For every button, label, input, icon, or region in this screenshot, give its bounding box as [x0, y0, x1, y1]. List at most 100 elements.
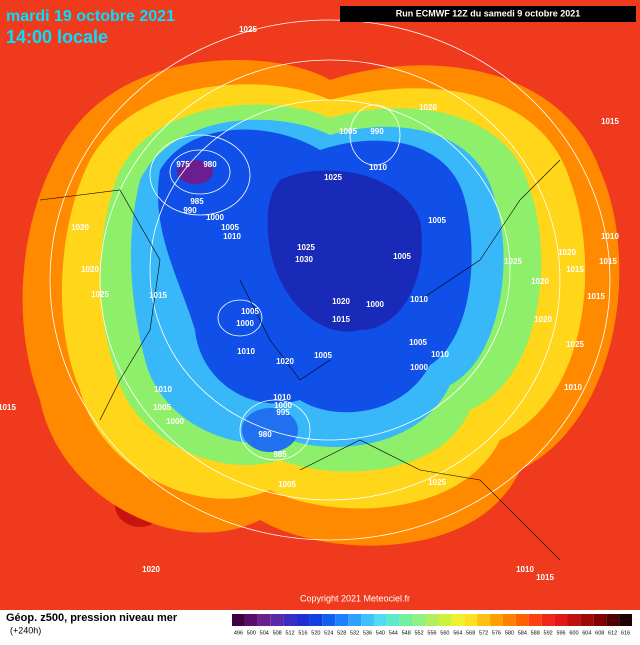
- isobar-label: 1020: [142, 565, 160, 574]
- run-box: [340, 6, 636, 22]
- legend-label: 520: [311, 630, 320, 636]
- legend-label: 600: [569, 630, 578, 636]
- legend-label: 512: [285, 630, 294, 636]
- legend-swatch: [593, 614, 607, 626]
- isobar-label: 1005: [241, 307, 259, 316]
- isobar-label: 1015: [149, 291, 167, 300]
- isobar-label: 1015: [601, 117, 619, 126]
- isobar-label: 1005: [393, 252, 411, 261]
- date-title: mardi 19 octobre 2021: [6, 8, 175, 25]
- legend-swatch: [464, 614, 478, 626]
- legend-swatch: [296, 614, 310, 626]
- legend-swatch: [502, 614, 516, 626]
- legend-swatch: [567, 614, 581, 626]
- isobar-label: 1005: [428, 216, 446, 225]
- isobar-label: 1025: [91, 290, 109, 299]
- footer-title: Géop. z500, pression niveau mer: [6, 612, 178, 624]
- legend-swatch: [412, 614, 426, 626]
- legend-label: 532: [350, 630, 359, 636]
- legend-label: 608: [595, 630, 604, 636]
- isobar-label: 1020: [276, 357, 294, 366]
- isobar-label: 1000: [410, 363, 428, 372]
- legend-label: 568: [466, 630, 475, 636]
- legend-label: 604: [582, 630, 591, 636]
- time-subtitle: 14:00 locale: [6, 27, 108, 47]
- isobar-label: 1000: [166, 417, 184, 426]
- isobar-label: 1020: [332, 297, 350, 306]
- isobar-label: 1010: [154, 385, 172, 394]
- legend-swatch: [309, 614, 323, 626]
- isobar-label: 1010: [237, 347, 255, 356]
- isobar-label: 1005: [278, 480, 296, 489]
- isobar-label: 1005: [221, 223, 239, 232]
- footer-lead: (+240h): [10, 625, 41, 635]
- legend: 496 500 504 508 512 516 520 524 528 532 536 540 544 5…: [232, 614, 632, 636]
- legend-swatch: [386, 614, 400, 626]
- isobar-label: 1010: [369, 163, 387, 172]
- isobar-label: 1025: [297, 243, 315, 252]
- legend-swatch: [490, 614, 503, 626]
- legend-swatch: [554, 614, 568, 626]
- isobar-label: 1000: [206, 213, 224, 222]
- legend-swatch: [619, 614, 632, 626]
- isobar-label: 1010: [273, 393, 291, 402]
- isobar-label: 1025: [566, 340, 584, 349]
- legend-swatch: [399, 614, 413, 626]
- legend-swatch: [361, 614, 374, 626]
- legend-swatch: [348, 614, 362, 626]
- legend-label: 508: [273, 630, 282, 636]
- legend-label: 496: [234, 630, 243, 636]
- legend-swatch: [541, 614, 555, 626]
- isobar-label: 1010: [601, 232, 619, 241]
- legend-swatch: [451, 614, 465, 626]
- isobar-label: 1000: [274, 401, 292, 410]
- legend-swatch: [606, 614, 620, 626]
- legend-swatch: [335, 614, 349, 626]
- isobar-label: 990: [183, 206, 197, 215]
- coastlines: [39, 159, 561, 561]
- isobar-label: 1025: [428, 478, 446, 487]
- isobar-label: 985: [190, 197, 204, 206]
- legend-label: 536: [363, 630, 372, 636]
- legend-label: 516: [298, 630, 307, 636]
- isobar-label: 1025: [324, 173, 342, 182]
- legend-swatch: [373, 614, 387, 626]
- legend-swatch: [515, 614, 529, 626]
- copyright: Copyright 2021 Meteociel.fr: [300, 593, 410, 603]
- legend-label: 612: [608, 630, 617, 636]
- isobar-label: 1015: [566, 265, 584, 274]
- isobar-label: 1020: [71, 223, 89, 232]
- legend-swatch: [528, 614, 542, 626]
- legend-label: 556: [427, 630, 436, 636]
- legend-label: 552: [415, 630, 424, 636]
- legend-label: 580: [505, 630, 514, 636]
- legend-label: 588: [531, 630, 540, 636]
- isobar-label: 1015: [0, 403, 16, 412]
- isobar-label: 1010: [564, 383, 582, 392]
- isobar-label: 1020: [534, 315, 552, 324]
- legend-label: 528: [337, 630, 346, 636]
- legend-label: 504: [260, 630, 269, 636]
- isobar-label: 1000: [366, 300, 384, 309]
- isobar-label: 1010: [516, 565, 534, 574]
- legend-label: 564: [453, 630, 462, 636]
- isobar-label: 980: [203, 160, 217, 169]
- isobar-label: 990: [370, 127, 384, 136]
- isobar-label: 1025: [239, 25, 257, 34]
- legend-label: 544: [389, 630, 398, 636]
- legend-label: 500: [247, 630, 256, 636]
- isobar-label: 1005: [153, 403, 171, 412]
- legend-swatch: [477, 614, 491, 626]
- isobar-label: 995: [276, 408, 290, 417]
- legend-swatch: [232, 614, 245, 626]
- legend-swatch: [283, 614, 297, 626]
- legend-label: 584: [518, 630, 527, 636]
- isobar-label: 1005: [409, 338, 427, 347]
- isobars: [49, 19, 611, 541]
- legend-label: 592: [544, 630, 553, 636]
- isobar-label: 1000: [236, 319, 254, 328]
- low-core: [177, 160, 213, 184]
- isobar-label: 1020: [419, 103, 437, 112]
- isobar-label: 985: [273, 450, 287, 459]
